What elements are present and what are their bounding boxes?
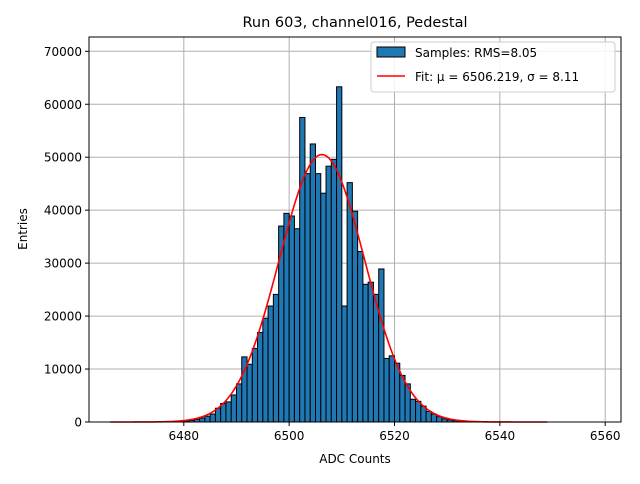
histogram-bar xyxy=(226,402,231,422)
histogram-bar xyxy=(352,211,357,422)
histogram-bar xyxy=(315,174,320,422)
histogram-bar xyxy=(289,216,294,422)
histogram-bar xyxy=(310,144,315,422)
legend-patch-samples xyxy=(377,47,405,57)
histogram-bar xyxy=(279,226,284,422)
histogram-bar xyxy=(347,183,352,422)
histogram-bar xyxy=(410,399,415,422)
x-tick-label: 6540 xyxy=(485,429,516,443)
y-tick-label: 0 xyxy=(74,416,82,430)
histogram-bar xyxy=(437,417,442,422)
histogram-bar xyxy=(205,416,210,422)
legend: Samples: RMS=8.05 Fit: μ = 6506.219, σ =… xyxy=(371,42,615,92)
histogram-bar xyxy=(389,356,394,422)
histogram-bar xyxy=(337,87,342,422)
bars xyxy=(179,87,474,422)
x-tick-label: 6560 xyxy=(590,429,621,443)
y-tick-label: 70000 xyxy=(44,45,82,59)
histogram-bar xyxy=(358,251,363,422)
histogram-bar xyxy=(300,117,305,422)
histogram-bar xyxy=(326,166,331,422)
histogram-bar xyxy=(221,403,226,422)
x-axis: 6480 6500 6520 6540 6560 xyxy=(169,422,621,443)
histogram-bar xyxy=(400,375,405,422)
chart-title: Run 603, channel016, Pedestal xyxy=(242,15,467,31)
y-tick-label: 30000 xyxy=(44,257,82,271)
histogram-bar xyxy=(258,333,263,422)
histogram-bar xyxy=(379,269,384,422)
histogram-bar xyxy=(363,284,368,422)
y-tick-label: 10000 xyxy=(44,363,82,377)
histogram-bar xyxy=(373,294,378,422)
histogram-bar xyxy=(263,318,268,422)
histogram-bar xyxy=(342,306,347,422)
x-tick-label: 6520 xyxy=(379,429,410,443)
histogram-bar xyxy=(331,159,336,422)
histogram-bar xyxy=(210,414,215,422)
histogram-bar xyxy=(231,395,236,422)
histogram-bar xyxy=(200,418,205,422)
x-axis-label: ADC Counts xyxy=(319,452,391,466)
legend-label-fit: Fit: μ = 6506.219, σ = 8.11 xyxy=(415,70,579,84)
histogram-bar xyxy=(368,282,373,422)
histogram-bar xyxy=(416,401,421,422)
y-tick-label: 60000 xyxy=(44,98,82,112)
x-tick-label: 6480 xyxy=(169,429,200,443)
y-tick-label: 20000 xyxy=(44,310,82,324)
histogram-bar xyxy=(395,363,400,422)
histogram-bar xyxy=(252,348,257,422)
histogram-bar xyxy=(284,213,289,422)
histogram-bar xyxy=(236,384,241,422)
y-axis: 0 10000 20000 30000 40000 50000 60000 70000 xyxy=(44,45,89,430)
y-tick-label: 40000 xyxy=(44,204,82,218)
histogram-bar xyxy=(305,174,310,422)
histogram-bar xyxy=(321,193,326,422)
histogram-bar xyxy=(384,358,389,422)
histogram-bar xyxy=(247,364,252,422)
legend-label-samples: Samples: RMS=8.05 xyxy=(415,46,537,60)
histogram-bar xyxy=(426,411,431,422)
y-axis-label: Entries xyxy=(16,208,30,250)
y-tick-label: 50000 xyxy=(44,151,82,165)
x-tick-label: 6500 xyxy=(274,429,305,443)
histogram-bar xyxy=(294,229,299,422)
histogram-bar xyxy=(273,294,278,422)
histogram-bar xyxy=(268,306,273,422)
